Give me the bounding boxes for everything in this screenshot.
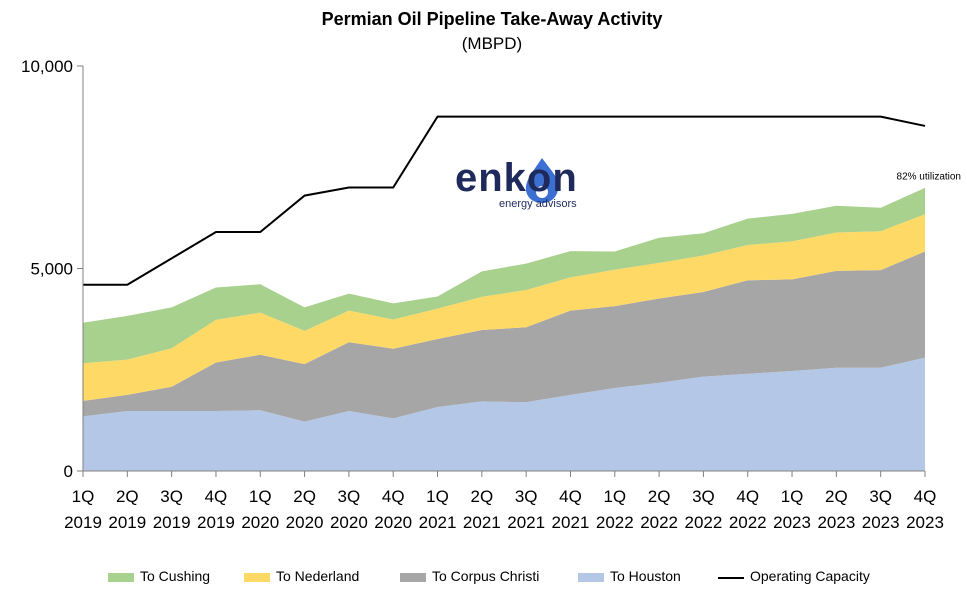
x-tick-label-quarter: 4Q bbox=[205, 487, 228, 506]
chart-subtitle: (MBPD) bbox=[461, 34, 523, 53]
x-tick-label-year: 2019 bbox=[153, 513, 191, 532]
x-tick-label-quarter: 1Q bbox=[781, 487, 804, 506]
x-tick-label-year: 2019 bbox=[197, 513, 235, 532]
x-tick-label-quarter: 2Q bbox=[648, 487, 671, 506]
y-tick-label: 10,000 bbox=[21, 57, 73, 76]
x-tick-label-year: 2021 bbox=[463, 513, 501, 532]
x-tick-label-year: 2019 bbox=[64, 513, 102, 532]
legend-label-operating-capacity: Operating Capacity bbox=[750, 568, 870, 584]
x-tick-label-year: 2022 bbox=[729, 513, 767, 532]
area-series-to-houston bbox=[83, 357, 925, 471]
x-tick-label-quarter: 1Q bbox=[249, 487, 272, 506]
x-tick-label-year: 2021 bbox=[419, 513, 457, 532]
x-tick-label-year: 2020 bbox=[330, 513, 368, 532]
x-tick-label-quarter: 3Q bbox=[692, 487, 715, 506]
x-tick-label-quarter: 2Q bbox=[293, 487, 316, 506]
x-tick-label-quarter: 4Q bbox=[382, 487, 405, 506]
legend-label-cushing: To Cushing bbox=[140, 568, 211, 584]
x-tick-label-year: 2020 bbox=[241, 513, 279, 532]
area-series-to-nederland bbox=[83, 214, 925, 401]
x-tick-label-year: 2022 bbox=[640, 513, 678, 532]
y-tick-label: 0 bbox=[64, 462, 73, 481]
legend-swatch-corpus-christi bbox=[400, 573, 426, 582]
x-tick-label-quarter: 1Q bbox=[426, 487, 449, 506]
legend-swatch-houston bbox=[578, 573, 604, 582]
x-tick-label-quarter: 3Q bbox=[338, 487, 361, 506]
x-tick-label-quarter: 2Q bbox=[470, 487, 493, 506]
legend-line-operating-capacity bbox=[718, 577, 744, 579]
x-tick-label-quarter: 2Q bbox=[116, 487, 139, 506]
x-tick-label-year: 2023 bbox=[817, 513, 855, 532]
x-tick-label-quarter: 3Q bbox=[160, 487, 183, 506]
operating-capacity-line bbox=[83, 115, 926, 286]
enkon-logo: enkon energy advisors bbox=[455, 155, 585, 215]
area-series-to-cushing bbox=[83, 187, 925, 364]
x-tick-label-quarter: 4Q bbox=[914, 487, 937, 506]
area-series-to-corpus-christi bbox=[83, 251, 925, 422]
x-tick-label-year: 2020 bbox=[374, 513, 412, 532]
x-tick-label-quarter: 3Q bbox=[515, 487, 538, 506]
x-tick-label-year: 2023 bbox=[862, 513, 900, 532]
x-tick-label-quarter: 1Q bbox=[603, 487, 626, 506]
x-tick-label-year: 2020 bbox=[286, 513, 324, 532]
x-tick-label-quarter: 4Q bbox=[559, 487, 582, 506]
legend-label-nederland: To Nederland bbox=[276, 568, 360, 584]
utilization-annotation: 82% utilization bbox=[897, 171, 961, 182]
x-tick-label-year: 2023 bbox=[773, 513, 811, 532]
legend-label-corpus-christi: To Corpus Christi bbox=[432, 568, 540, 584]
x-tick-label-quarter: 1Q bbox=[72, 487, 95, 506]
x-tick-label-year: 2023 bbox=[906, 513, 944, 532]
legend-swatch-nederland bbox=[244, 573, 270, 582]
x-tick-label-year: 2022 bbox=[685, 513, 723, 532]
x-tick-label-quarter: 2Q bbox=[825, 487, 848, 506]
legend-label-houston: To Houston bbox=[610, 568, 681, 584]
x-tick-label-quarter: 4Q bbox=[736, 487, 759, 506]
x-tick-label-year: 2022 bbox=[596, 513, 634, 532]
area-chart: 0 5,000 10,000 1Q 2019 2Q 2019 3Q 2019 4Q 2019 1Q 20… bbox=[21, 57, 961, 532]
logo-flame-icon bbox=[525, 158, 559, 203]
x-tick-label-year: 2021 bbox=[507, 513, 545, 532]
chart-title: Permian Oil Pipeline Take-Away Activity bbox=[321, 9, 663, 29]
y-tick-label: 5,000 bbox=[30, 260, 73, 279]
x-tick-label-quarter: 3Q bbox=[869, 487, 892, 506]
x-tick-label-year: 2019 bbox=[108, 513, 146, 532]
x-tick-label-year: 2021 bbox=[552, 513, 590, 532]
legend-swatch-cushing bbox=[108, 573, 134, 582]
logo-wordmark: enkon bbox=[455, 156, 578, 200]
chart-legend: To Cushing To Nederland To Corpus Christ… bbox=[0, 566, 967, 588]
logo-tagline: energy advisors bbox=[499, 198, 577, 210]
